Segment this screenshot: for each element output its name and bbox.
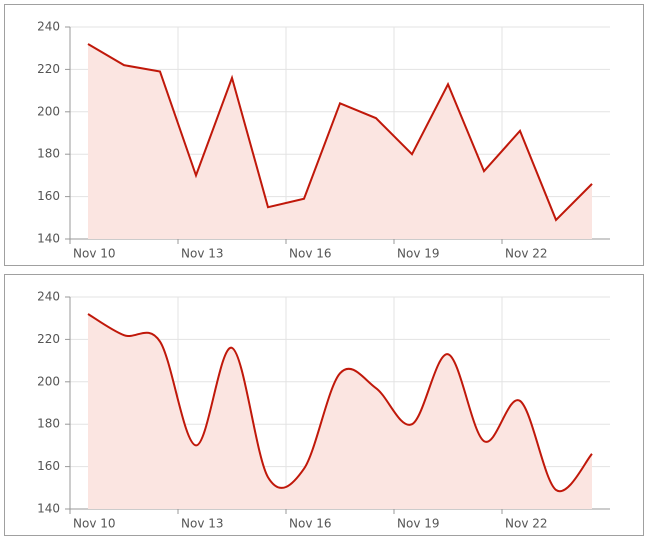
area bbox=[88, 313, 592, 509]
y-tick-label: 200 bbox=[37, 374, 60, 388]
y-tick-label: 140 bbox=[37, 502, 60, 516]
x-tick-label: Nov 10 bbox=[73, 247, 116, 261]
chart-frame bbox=[4, 274, 644, 536]
x-tick-label: Nov 13 bbox=[181, 517, 224, 531]
y-tick-label: 160 bbox=[37, 459, 60, 473]
area bbox=[88, 43, 592, 240]
y-tick-label: 240 bbox=[37, 20, 60, 34]
y-tick-label: 160 bbox=[37, 189, 60, 203]
y-tick-label: 180 bbox=[37, 147, 60, 161]
x-tick-label: Nov 19 bbox=[397, 517, 440, 531]
y-tick-label: 240 bbox=[37, 290, 60, 304]
x-tick-label: Nov 13 bbox=[181, 247, 224, 261]
y-tick-label: 180 bbox=[37, 417, 60, 431]
y-tick-label: 140 bbox=[37, 232, 60, 246]
line bbox=[87, 313, 593, 493]
x-tick-label: Nov 22 bbox=[505, 247, 548, 261]
x-tick-label: Nov 16 bbox=[289, 517, 332, 531]
x-tick-label: Nov 10 bbox=[73, 517, 116, 531]
y-tick-label: 200 bbox=[37, 104, 60, 118]
y-tick-label: 220 bbox=[37, 332, 60, 346]
x-tick-label: Nov 16 bbox=[289, 247, 332, 261]
y-tick-label: 220 bbox=[37, 62, 60, 76]
x-tick-label: Nov 19 bbox=[397, 247, 440, 261]
chart-frame bbox=[4, 4, 644, 266]
line bbox=[87, 43, 593, 222]
x-tick-label: Nov 22 bbox=[505, 517, 548, 531]
